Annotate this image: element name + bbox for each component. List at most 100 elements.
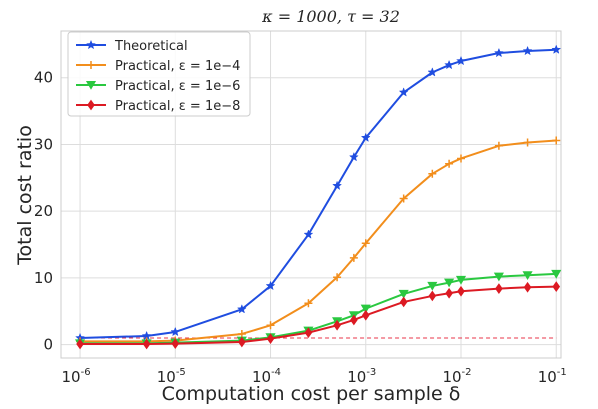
series-1 — [76, 136, 561, 346]
data-point — [236, 304, 247, 314]
data-point — [445, 287, 453, 299]
legend-entry: Theoretical — [76, 39, 188, 54]
y-tick-label: 20 — [34, 202, 53, 220]
legend-box — [67, 31, 251, 117]
data-point — [457, 154, 465, 163]
data-point — [457, 285, 465, 297]
x-tick-label: 10-2 — [442, 367, 471, 386]
series-3 — [76, 281, 561, 350]
legend: Theoretical Practical, ε = 1e−4 Practical,… — [67, 31, 251, 117]
data-point — [332, 180, 343, 191]
data-point — [428, 169, 437, 178]
data-point — [238, 336, 246, 348]
plot-frame — [60, 30, 562, 359]
data-point — [304, 327, 313, 339]
legend-entry: Practical, ε = 1e−8 — [76, 99, 240, 114]
x-tick-base: 10 — [347, 368, 366, 386]
y-tick-label: 0 — [43, 336, 53, 354]
y-tick-label: 40 — [34, 69, 53, 87]
x-tick-label: 10-6 — [62, 367, 91, 386]
series-line — [80, 48, 557, 339]
data-point — [427, 67, 438, 77]
data-point — [552, 281, 561, 292]
legend-label: Theoretical — [114, 39, 188, 54]
x-tick-base: 10 — [442, 368, 461, 386]
series-line — [80, 139, 557, 343]
data-point — [360, 132, 371, 142]
x-tick-exponent: -2 — [462, 367, 472, 378]
data-point — [266, 333, 275, 345]
data-point — [303, 229, 314, 239]
y-axis-label: Total cost ratio — [14, 125, 36, 266]
data-point — [360, 304, 371, 314]
legend-marker — [87, 99, 95, 111]
data-point — [265, 280, 276, 291]
data-point — [494, 141, 503, 150]
data-point — [444, 278, 455, 288]
data-point — [551, 269, 562, 279]
data-point — [350, 314, 358, 326]
data-point — [522, 271, 533, 281]
x-tick-base: 10 — [538, 368, 557, 386]
series-line — [80, 285, 557, 345]
data-point — [399, 296, 408, 308]
y-tick-label: 10 — [34, 269, 53, 287]
x-tick-exponent: -6 — [81, 367, 91, 378]
data-point — [523, 138, 532, 147]
data-point — [523, 281, 532, 293]
data-point — [493, 47, 504, 58]
chart-title: κ = 1000, τ = 32 — [261, 7, 400, 26]
x-tick-label: 10-4 — [252, 367, 281, 386]
data-point — [551, 44, 562, 54]
legend-entry: Practical, ε = 1e−6 — [76, 79, 240, 94]
series-0 — [75, 44, 562, 343]
data-point — [304, 299, 313, 308]
data-point — [170, 326, 181, 337]
data-point — [399, 194, 408, 203]
data-point — [398, 87, 409, 97]
legend-label: Practical, ε = 1e−8 — [115, 99, 240, 114]
x-tick-exponent: -3 — [366, 367, 376, 378]
x-tick-label: 10-1 — [538, 367, 567, 386]
data-point — [455, 275, 467, 285]
x-ticks: 10-6 10-5 10-4 10-3 10-2 10-1 — [62, 367, 567, 386]
x-tick-base: 10 — [157, 368, 176, 386]
legend-entry: Practical, ε = 1e−4 — [76, 59, 240, 74]
x-axis-label: Computation cost per sample δ — [162, 383, 461, 405]
y-ticks: 0 10 20 30 40 — [34, 69, 53, 354]
data-point — [522, 45, 533, 56]
data-point — [444, 59, 455, 70]
legend-marker — [86, 39, 96, 50]
data-point — [427, 281, 438, 291]
data-point — [445, 159, 454, 168]
x-tick-base: 10 — [62, 368, 81, 386]
data-point — [349, 253, 358, 262]
data-point — [398, 289, 409, 299]
legend-label: Practical, ε = 1e−4 — [115, 59, 240, 74]
data-point — [333, 273, 342, 282]
x-tick-exponent: -1 — [557, 367, 567, 378]
data-point — [142, 338, 151, 350]
data-point — [428, 290, 437, 302]
x-tick-label: 10-3 — [347, 367, 376, 386]
series-layer — [74, 44, 562, 350]
data-point — [493, 272, 504, 282]
legend-label: Practical, ε = 1e−6 — [115, 79, 240, 94]
legend-marker — [85, 81, 97, 90]
series-line — [80, 272, 557, 345]
data-point — [495, 283, 503, 294]
data-point — [171, 338, 180, 350]
x-tick-base: 10 — [252, 368, 271, 386]
data-point — [552, 136, 561, 145]
y-tick-label: 30 — [34, 135, 53, 153]
x-tick-exponent: -4 — [271, 367, 281, 378]
data-point — [361, 239, 370, 248]
data-point — [266, 321, 275, 330]
data-point — [348, 151, 359, 162]
x-tick-exponent: -5 — [176, 367, 186, 378]
x-tick-label: 10-5 — [157, 367, 186, 386]
data-point — [456, 55, 466, 66]
data-point — [361, 309, 370, 321]
data-point — [76, 338, 84, 350]
